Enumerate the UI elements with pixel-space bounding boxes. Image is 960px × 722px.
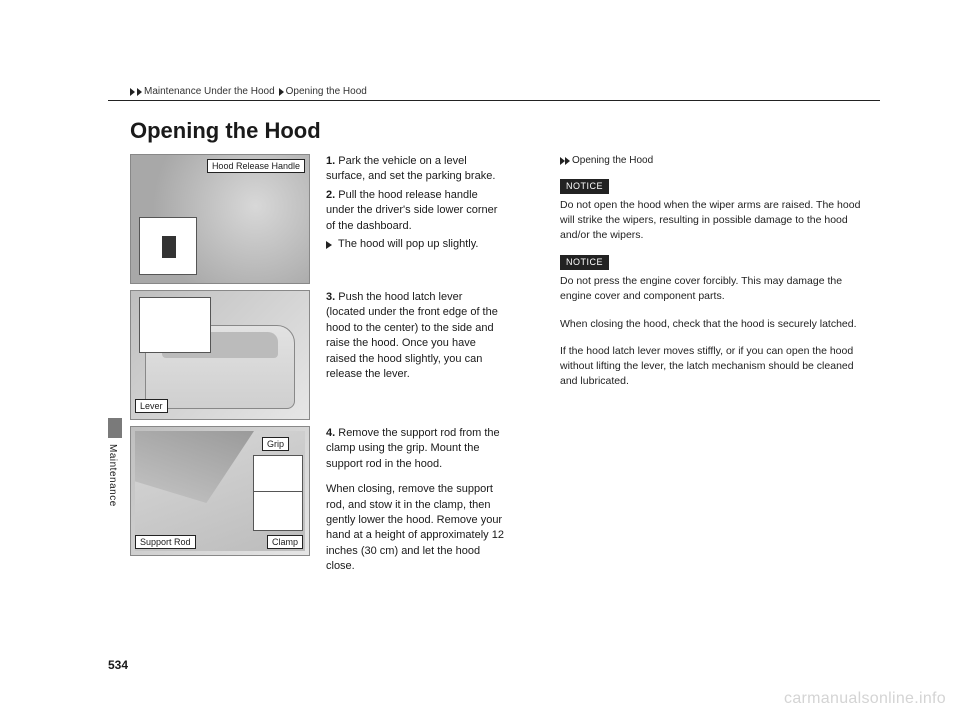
step-2-sub: The hood will pop up slightly. [326,237,504,252]
step-group-3: 4. Remove the support rod from the clamp… [326,426,504,575]
breadcrumb-seg1: Maintenance Under the Hood [144,86,275,97]
step-3: 3. Push the hood latch lever (located un… [326,290,504,382]
info-paragraph-4: If the hood latch lever moves stiffly, o… [560,344,870,390]
step-4-text: Remove the support rod from the clamp us… [326,427,500,470]
closing-paragraph: When closing, remove the support rod, an… [326,482,504,574]
figure-label-lever: Lever [135,399,168,413]
figure-inset [139,217,197,275]
steps-column: 1. Park the vehicle on a level surface, … [326,154,504,575]
breadcrumb-tri-icon [130,88,135,96]
figure-lever: Lever [130,290,310,420]
page-title: Opening the Hood [130,118,321,144]
step-1-text: Park the vehicle on a level surface, and… [326,155,495,182]
notice-badge: NOTICE [560,179,609,194]
figure-support-rod: Grip Clamp Support Rod [130,426,310,556]
notice-block-1: NOTICE Do not open the hood when the wip… [560,179,870,244]
notice-1-text: Do not open the hood when the wiper arms… [560,198,870,244]
section-label: Maintenance [107,444,118,507]
info-column: Opening the Hood NOTICE Do not open the … [560,154,870,402]
figure-label-clamp: Clamp [267,535,303,549]
breadcrumb-tri-icon [137,88,142,96]
step-group-2: 3. Push the hood latch lever (located un… [326,290,504,426]
watermark: carmanualsonline.info [784,690,946,708]
top-rule [108,100,880,101]
notice-badge: NOTICE [560,255,609,270]
step-3-text: Push the hood latch lever (located under… [326,291,498,380]
page-number: 534 [108,658,128,672]
info-paragraph-3: When closing the hood, check that the ho… [560,317,870,332]
breadcrumb-seg2: Opening the Hood [286,86,367,97]
figure-inset-clamp [253,491,303,531]
manual-page: Maintenance Under the Hood Opening the H… [0,0,960,722]
breadcrumb-tri-icon [279,88,284,96]
info-heading-text: Opening the Hood [572,154,653,169]
breadcrumb: Maintenance Under the Hood Opening the H… [130,86,367,97]
figure-hood-release: Hood Release Handle [130,154,310,284]
section-tab [108,418,122,438]
step-1: 1. Park the vehicle on a level surface, … [326,154,504,185]
step-2: 2. Pull the hood release handle under th… [326,188,504,234]
notice-block-2: NOTICE Do not press the engine cover for… [560,255,870,304]
step-group-1: 1. Park the vehicle on a level surface, … [326,154,504,290]
step-2-text: Pull the hood release handle under the d… [326,189,497,232]
figures-column: Hood Release Handle Lever Grip Clamp Sup… [130,154,310,556]
figure-label-grip: Grip [262,437,289,451]
notice-2-text: Do not press the engine cover forcibly. … [560,274,870,304]
figure-inset-grip [253,455,303,495]
figure-inset [139,297,211,353]
figure-label-hood-release: Hood Release Handle [207,159,305,173]
figure-label-support-rod: Support Rod [135,535,196,549]
step-4: 4. Remove the support rod from the clamp… [326,426,504,472]
info-heading: Opening the Hood [560,154,870,169]
info-tri-icon [565,157,570,165]
